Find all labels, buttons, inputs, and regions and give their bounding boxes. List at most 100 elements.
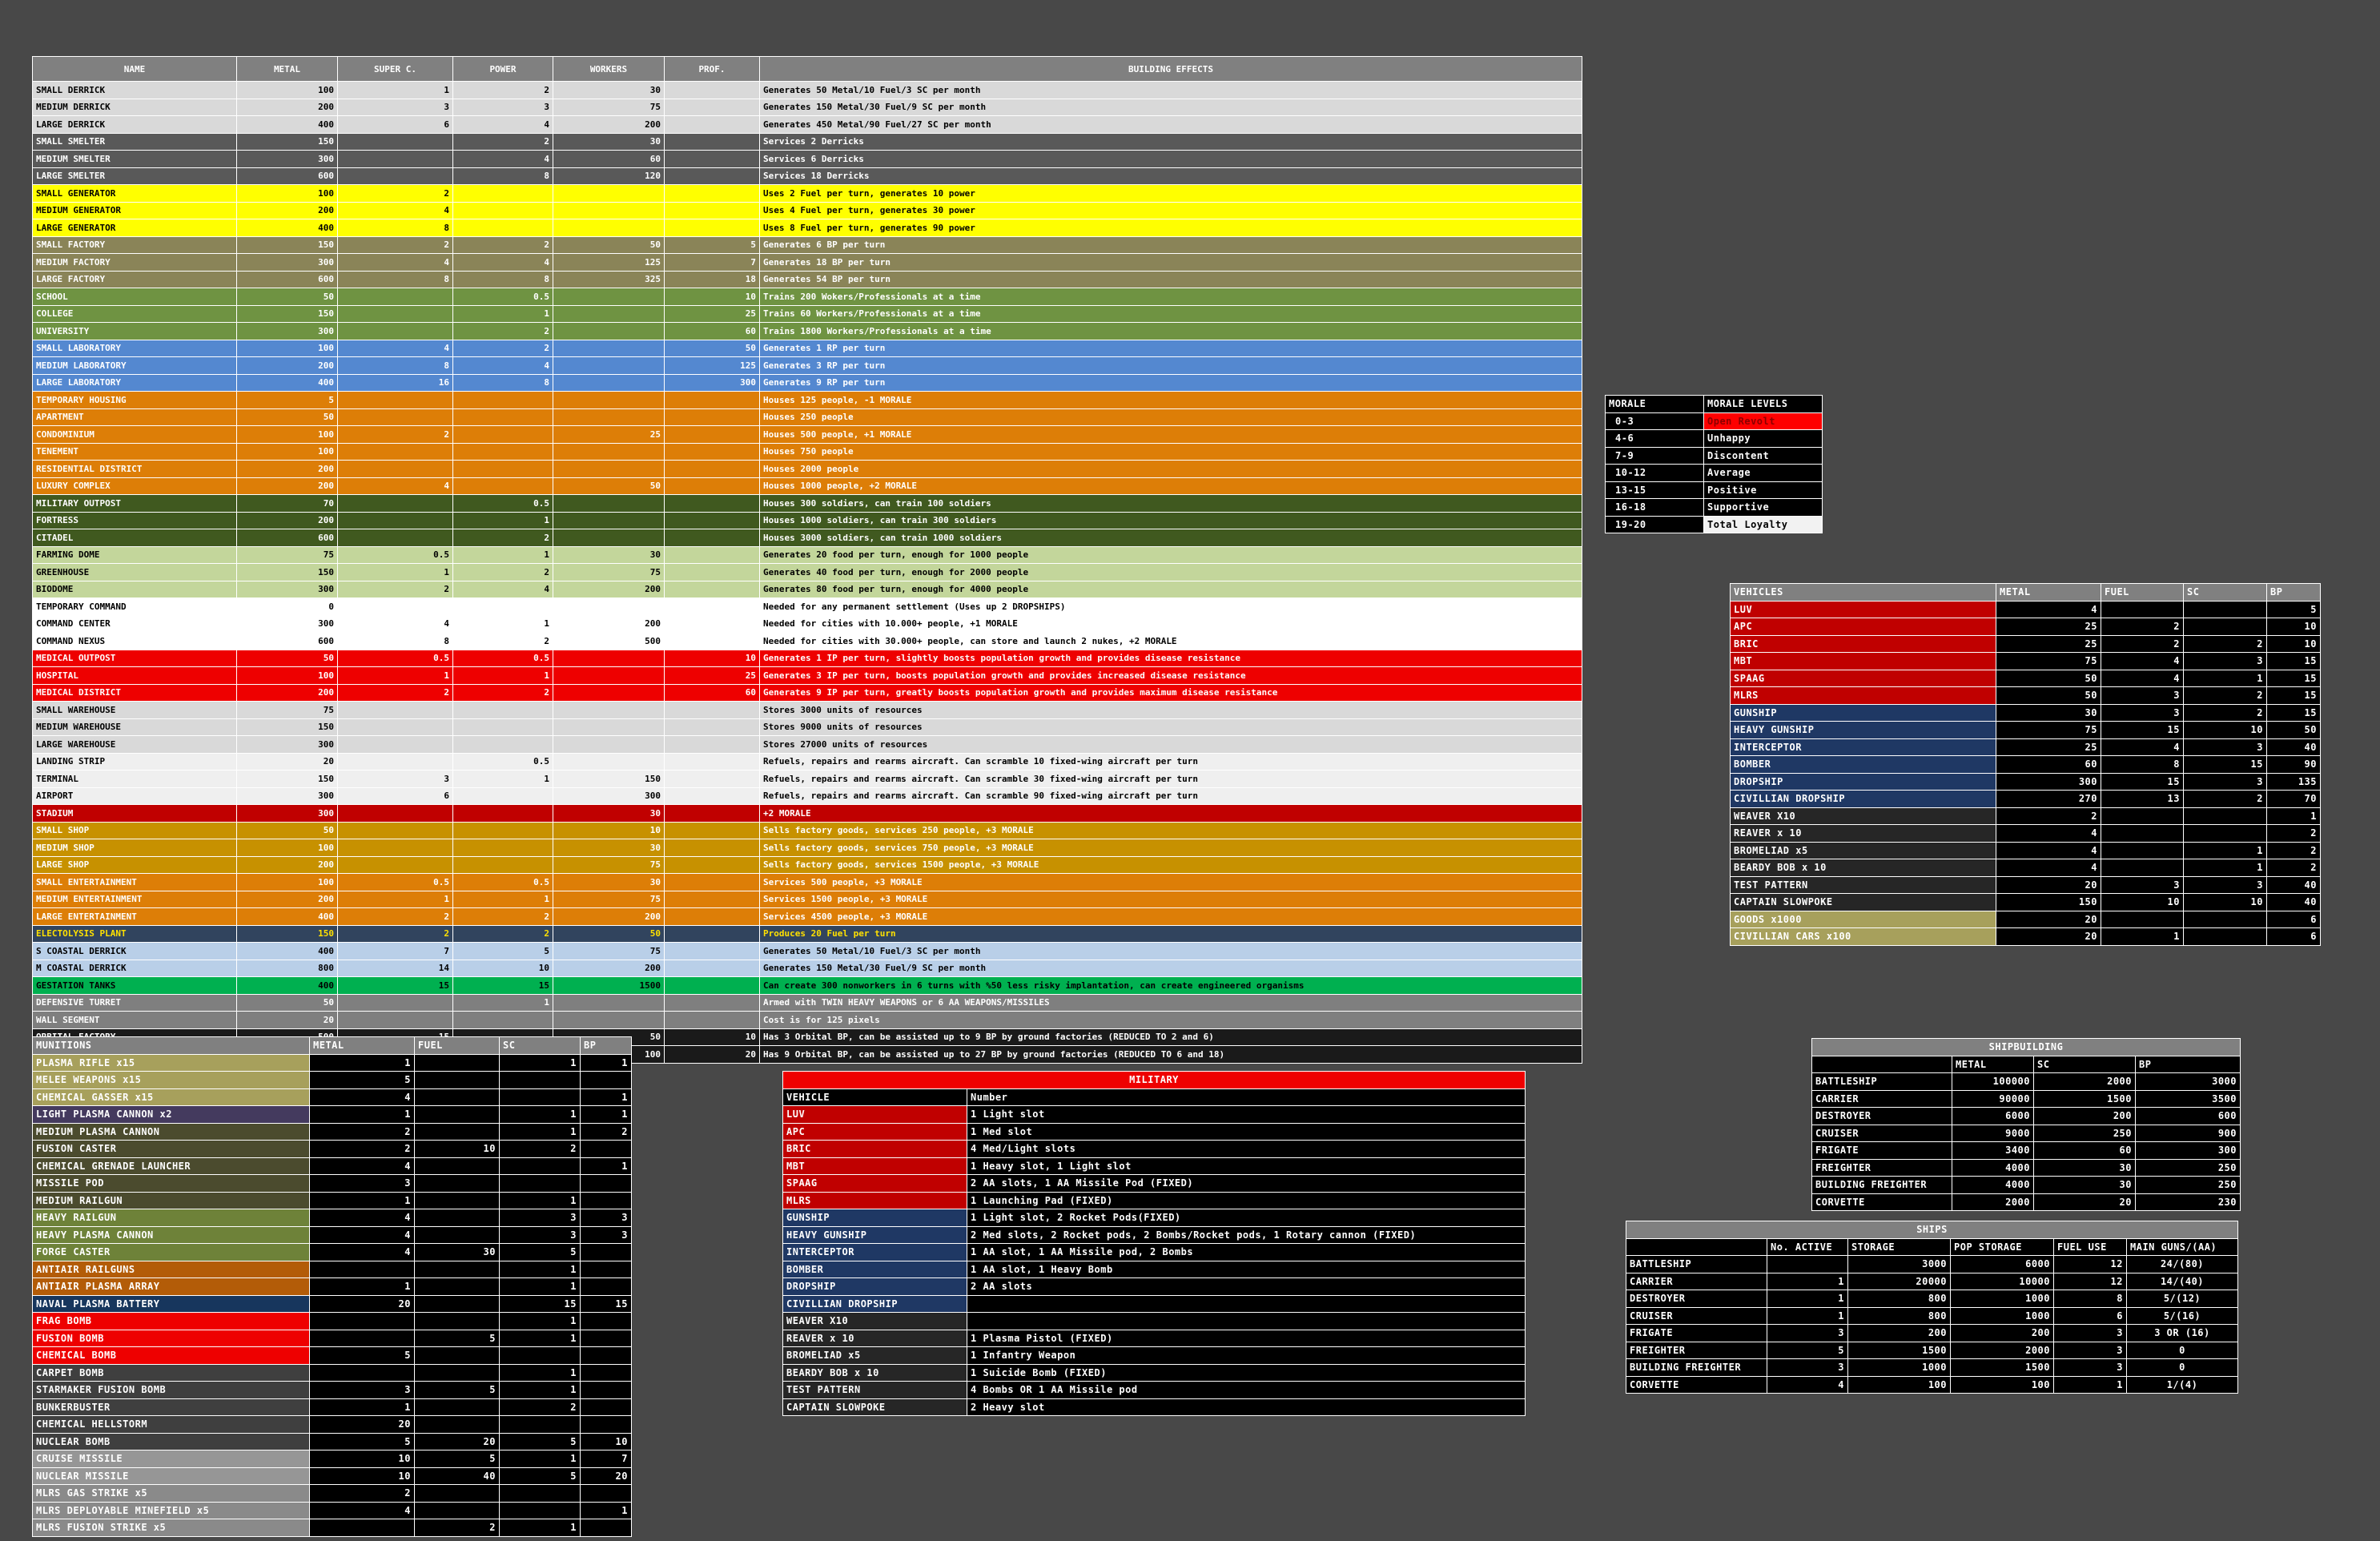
- value-cell: Needed for cities with 10.000+ people, +…: [759, 614, 1582, 633]
- value-cell: 30: [553, 804, 665, 823]
- value-cell: 3: [2101, 686, 2184, 705]
- value-cell: Open Revolt: [1703, 412, 1823, 430]
- name-cell: LARGE DERRICK: [32, 115, 237, 134]
- name-cell: FORGE CASTER: [32, 1243, 310, 1261]
- value-cell: 1000: [1847, 1358, 1951, 1377]
- value-cell: 3: [580, 1225, 632, 1244]
- column-header: BUILDING EFFECTS: [759, 56, 1582, 82]
- value-cell: 5: [2266, 600, 2321, 618]
- value-cell: [337, 150, 453, 168]
- value-cell: 5: [236, 391, 338, 409]
- value-cell: [337, 855, 453, 874]
- value-cell: [664, 959, 760, 977]
- table-row: LARGE FACTORY 600 8 8 325 18 Generates 54 BP p…: [32, 270, 1582, 288]
- value-cell: 50: [664, 339, 760, 357]
- name-cell: MELEE WEAPONS x15: [32, 1071, 310, 1089]
- table-row: LARGE DERRICK 400 6 4 200 Generates 450 Metal…: [32, 115, 1582, 134]
- value-cell: [664, 701, 760, 719]
- column-header: MUNITIONS: [32, 1036, 310, 1055]
- name-cell: REAVER x 10: [782, 1329, 967, 1347]
- value-cell: 4: [337, 614, 453, 633]
- name-cell: MLRS GAS STRIKE x5: [32, 1484, 310, 1503]
- table-row: MBT 75 4 3 15: [1730, 652, 2321, 670]
- value-cell: [553, 718, 665, 736]
- value-cell: 1 Light slot, 2 Rocket Pods(FIXED): [966, 1209, 1526, 1227]
- name-cell: LARGE FACTORY: [32, 270, 237, 288]
- value-cell: [337, 304, 453, 323]
- value-cell: 0.5: [337, 873, 453, 891]
- value-cell: [414, 1122, 500, 1141]
- value-cell: 1: [337, 563, 453, 581]
- name-cell: SMALL FACTORY: [32, 235, 237, 254]
- value-cell: [553, 219, 665, 237]
- value-cell: [664, 752, 760, 770]
- table-row: 0-3 Open Revolt: [1605, 412, 1823, 430]
- value-cell: 60: [664, 322, 760, 340]
- name-cell: NUCLEAR MISSILE: [32, 1467, 310, 1485]
- value-cell: 1: [1767, 1290, 1848, 1308]
- table-row: BEARDY BOB x 10 1 Suicide Bomb (FIXED): [782, 1363, 1526, 1382]
- value-cell: Services 4500 people, +3 MORALE: [759, 907, 1582, 926]
- name-cell: CRUISER: [1811, 1124, 1952, 1142]
- value-cell: [553, 511, 665, 529]
- value-cell: [452, 408, 553, 426]
- value-cell: 30: [1996, 703, 2101, 722]
- value-cell: 2: [2266, 824, 2321, 843]
- value-cell: 3: [2183, 738, 2267, 756]
- name-cell: TEST PATTERN: [782, 1381, 967, 1399]
- value-cell: [553, 683, 665, 702]
- table-row: FREIGHTER 4000 30 250: [1811, 1158, 2241, 1177]
- value-cell: [664, 580, 760, 598]
- value-cell: 1 Med slot: [966, 1122, 1526, 1141]
- table-row: INTERCEPTOR 1 AA slot, 1 AA Missile pod, …: [782, 1243, 1526, 1261]
- column-header: POWER: [452, 56, 553, 82]
- value-cell: 15: [580, 1294, 632, 1313]
- value-cell: 20: [414, 1432, 500, 1450]
- value-cell: 3: [499, 1209, 581, 1227]
- value-cell: 600: [236, 270, 338, 288]
- column-header: SC: [2183, 583, 2267, 602]
- table-row: BRIC 25 2 2 10: [1730, 634, 2321, 653]
- value-cell: [664, 839, 760, 857]
- name-cell: DESTROYER: [1626, 1290, 1767, 1308]
- value-cell: 25: [553, 425, 665, 444]
- value-cell: 60: [664, 683, 760, 702]
- column-header: PROF.: [664, 56, 760, 82]
- value-cell: [337, 132, 453, 151]
- value-cell: 900: [2134, 1124, 2241, 1142]
- value-cell: 5: [452, 942, 553, 960]
- name-cell: CIVILLIAN DROPSHIP: [782, 1294, 967, 1313]
- value-cell: [2183, 927, 2267, 946]
- value-cell: 12: [2053, 1255, 2127, 1273]
- name-cell: MEDIUM ENTERTAINMENT: [32, 890, 237, 908]
- value-cell: 25: [1996, 618, 2101, 636]
- value-cell: [414, 1174, 500, 1193]
- value-cell: 15: [2266, 669, 2321, 687]
- table-row: MEDIUM SHOP 100 30 Sells factory goods, ser…: [32, 839, 1582, 857]
- value-cell: Has 3 Orbital BP, can be assisted up to …: [759, 1028, 1582, 1046]
- table-row: CIVILLIAN DROPSHIP 270 13 2 70: [1730, 790, 2321, 808]
- value-cell: 20000: [1847, 1272, 1951, 1290]
- table-row: DROPSHIP 2 AA slots: [782, 1277, 1526, 1296]
- value-cell: 3000: [2134, 1072, 2241, 1091]
- value-cell: 3: [2101, 703, 2184, 722]
- value-cell: 4: [1996, 859, 2101, 877]
- value-cell: 30: [553, 81, 665, 99]
- value-cell: 50: [553, 477, 665, 495]
- table-row: HEAVY PLASMA CANNON 4 3 3: [32, 1225, 632, 1244]
- value-cell: 5: [414, 1450, 500, 1468]
- value-cell: 4: [337, 477, 453, 495]
- value-cell: 1: [452, 304, 553, 323]
- value-cell: Produces 20 Fuel per turn: [759, 924, 1582, 943]
- table-row: PLASMA RIFLE x15 1 1 1: [32, 1053, 632, 1072]
- value-cell: 1: [309, 1053, 415, 1072]
- value-cell: 20: [236, 1011, 338, 1029]
- value-cell: [664, 511, 760, 529]
- name-cell: LARGE SMELTER: [32, 167, 237, 185]
- value-cell: Stores 27000 units of resources: [759, 735, 1582, 754]
- value-cell: 0.5: [452, 494, 553, 513]
- table-row: AIRPORT 300 6 300 Refuels, repairs and rearm…: [32, 787, 1582, 805]
- value-cell: 1: [499, 1450, 581, 1468]
- value-cell: 135: [2266, 772, 2321, 791]
- value-cell: Generates 150 Metal/30 Fuel/9 SC per mon…: [759, 98, 1582, 116]
